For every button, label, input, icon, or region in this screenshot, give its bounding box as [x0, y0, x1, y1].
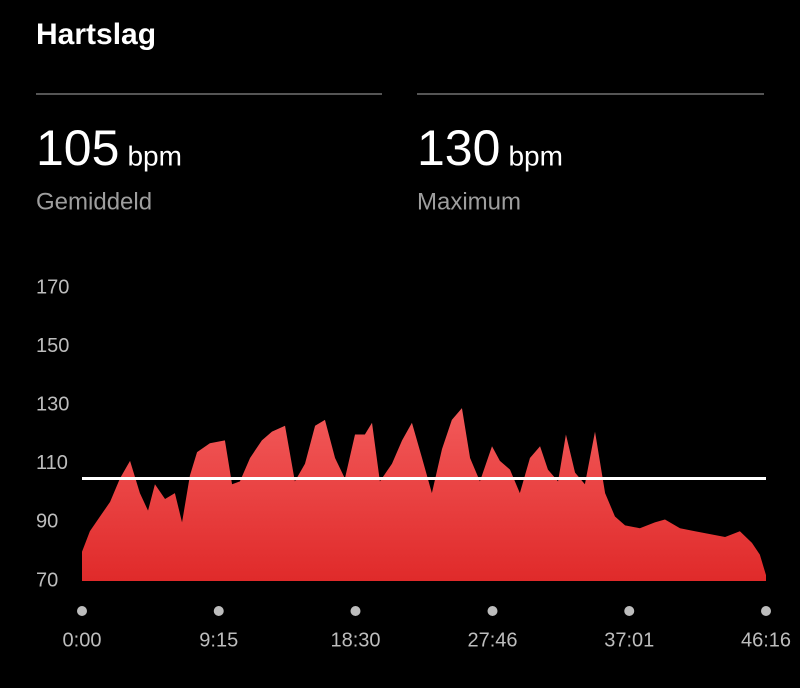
- x-tick-label: 27:46: [467, 629, 517, 651]
- x-tick-dot: [487, 606, 498, 616]
- stat-label: Maximum: [417, 188, 521, 215]
- stat-unit: bpm: [127, 140, 181, 171]
- stat-unit: bpm: [508, 140, 562, 171]
- stat-value: 130: [417, 120, 500, 176]
- x-tick-label: 9:15: [199, 629, 238, 651]
- x-tick-dot: [350, 606, 361, 616]
- y-tick-label: 150: [36, 335, 69, 357]
- x-tick-dot: [77, 606, 87, 616]
- stat-value: 105: [36, 120, 119, 176]
- heart-rate-area: [82, 408, 766, 581]
- y-tick-label: 90: [36, 511, 58, 533]
- y-tick-label: 170: [36, 276, 69, 298]
- x-tick-label: 18:30: [330, 629, 380, 651]
- x-tick-label: 37:01: [604, 629, 654, 651]
- x-tick-label: 46:16: [741, 629, 791, 651]
- x-tick-dot: [213, 606, 224, 616]
- title: Hartslag: [36, 18, 156, 51]
- x-tick-dot: [761, 606, 771, 616]
- y-tick-label: 70: [36, 569, 58, 591]
- x-tick-label: 0:00: [63, 629, 102, 651]
- stat-label: Gemiddeld: [36, 188, 152, 215]
- x-tick-dot: [624, 606, 635, 616]
- y-tick-label: 110: [36, 452, 68, 474]
- y-tick-label: 130: [36, 393, 69, 415]
